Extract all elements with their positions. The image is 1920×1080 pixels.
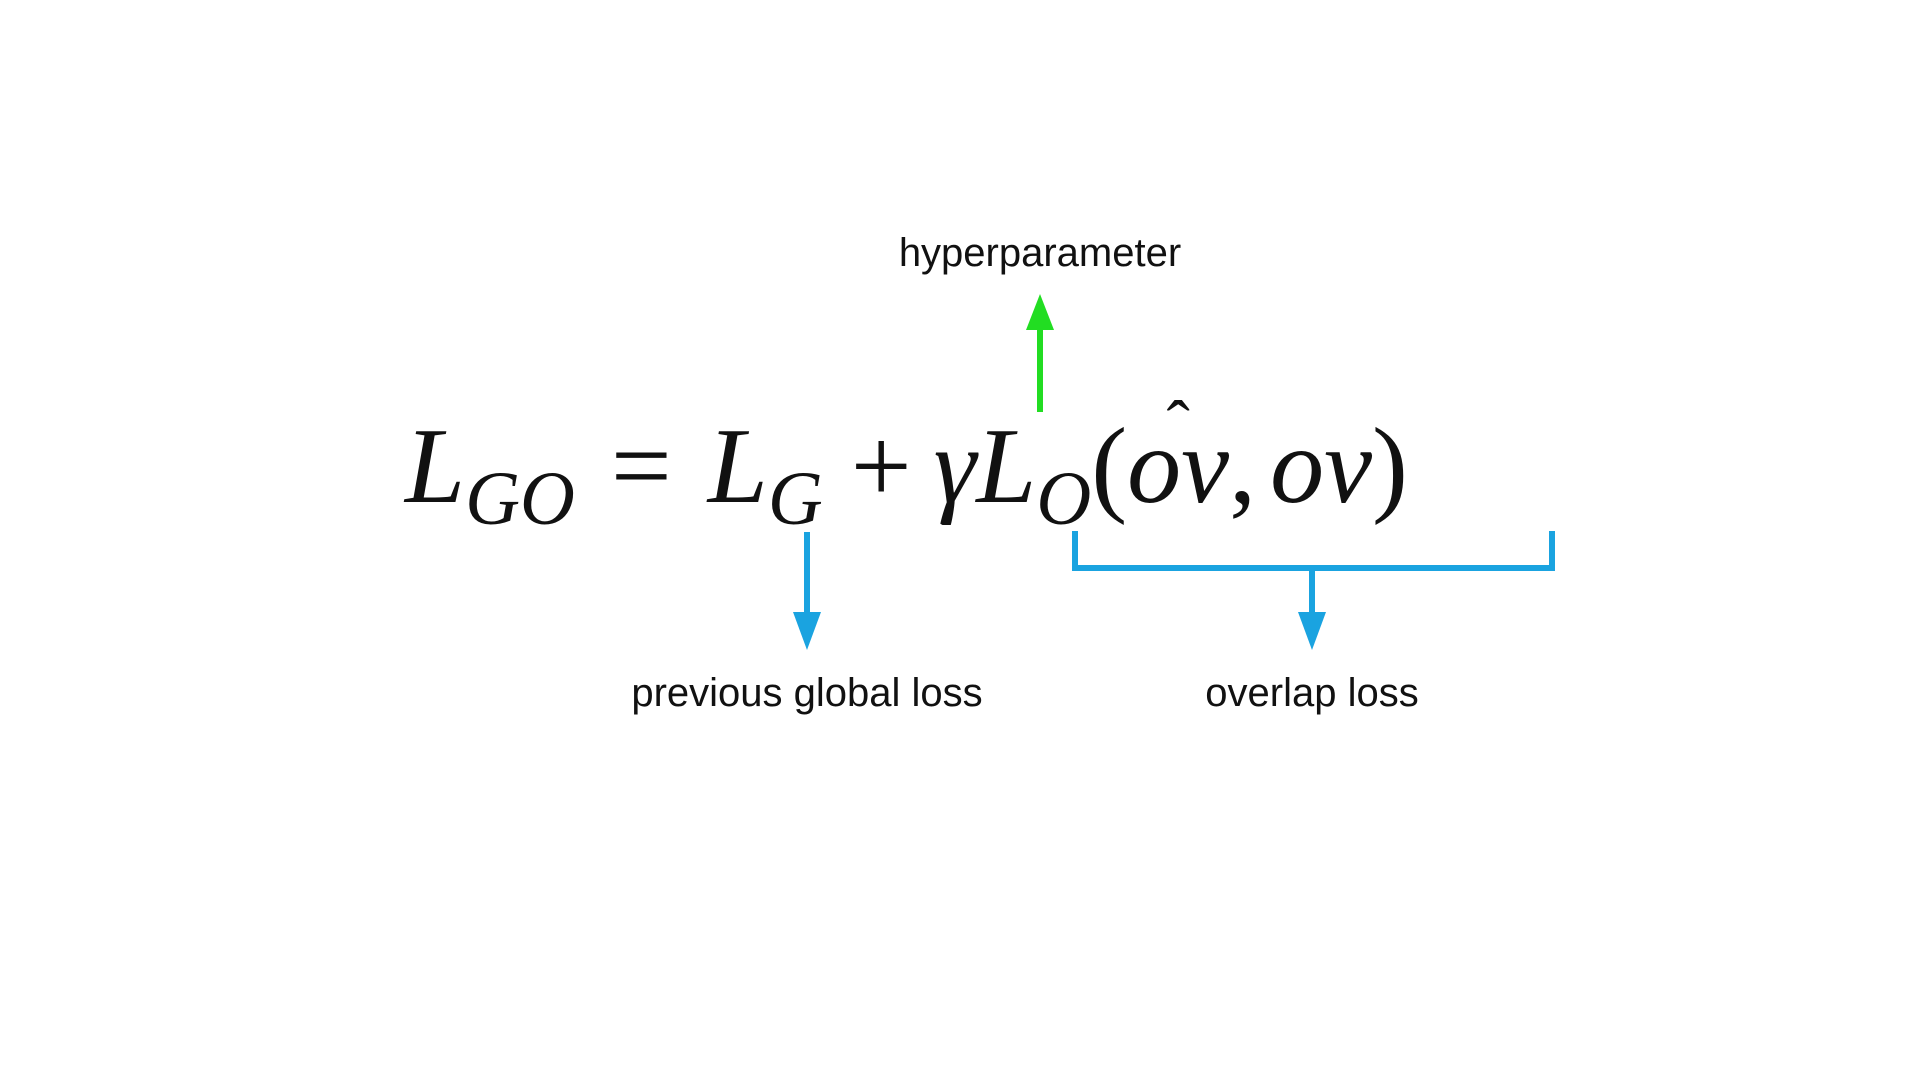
lhs-symbol: L [405, 407, 466, 526]
hat-accent: ˆ [1166, 388, 1190, 465]
comma: , [1229, 407, 1257, 526]
open-paren: ( [1091, 407, 1128, 526]
term2-symbol: L [976, 407, 1037, 526]
previous-global-loss-label: previous global loss [631, 671, 983, 715]
overlap-loss-bracket-icon [1072, 531, 1555, 650]
arg2: ov [1270, 407, 1373, 526]
close-paren: ) [1372, 407, 1409, 526]
plus-sign: + [850, 407, 912, 526]
arg1-o: o [1127, 407, 1182, 526]
term1-subscript: G [767, 457, 823, 541]
overlap-loss-label: overlap loss [1205, 671, 1419, 715]
arg1-hat-group: ov ˆ [1127, 388, 1230, 529]
term1-symbol: L [707, 407, 768, 526]
term2-subscript: O [1036, 457, 1092, 541]
lhs-subscript: GO [465, 457, 575, 541]
loss-equation: L GO = L G + γ L O ( ov ˆ , ov ) [405, 388, 1408, 541]
gamma-symbol: γ [933, 407, 977, 526]
hyperparameter-label: hyperparameter [898, 231, 1182, 275]
arg1-v: v [1181, 407, 1230, 526]
equals-sign: = [610, 407, 672, 526]
previous-global-loss-arrow-icon [793, 532, 821, 650]
hyperparameter-arrow-icon [1026, 294, 1054, 412]
